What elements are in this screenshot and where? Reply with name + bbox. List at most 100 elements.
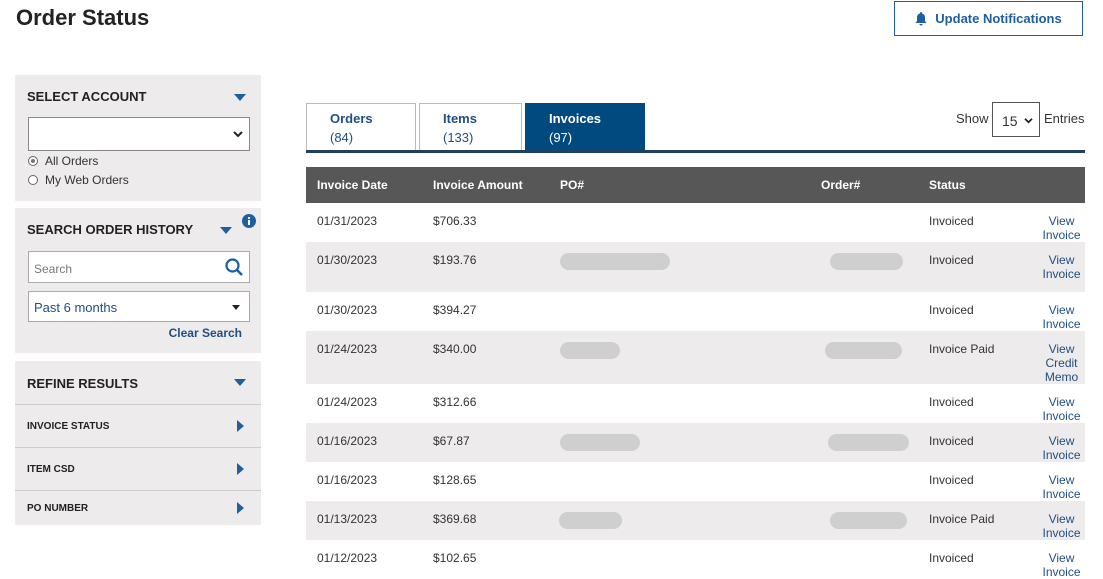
table-row: 01/31/2023 $706.33 Invoiced View Invoice (306, 203, 1085, 242)
view-link[interactable]: View Invoice (1038, 242, 1085, 292)
view-link[interactable]: View Invoice (1042, 395, 1081, 423)
invoice-amount: $394.27 (433, 303, 477, 317)
table-header: Invoice Date Invoice Amount PO# Order# S… (306, 167, 1085, 203)
radio-all-orders[interactable]: All Orders (28, 154, 98, 168)
invoice-date: 01/31/2023 (317, 214, 378, 228)
radio-label: My Web Orders (45, 173, 129, 187)
tab-label: Invoices (549, 111, 602, 126)
invoice-date: 01/24/2023 (317, 395, 378, 409)
po-number (549, 423, 810, 462)
invoice-amount: $312.66 (433, 395, 477, 409)
view-link[interactable]: View Invoice (1038, 423, 1085, 462)
invoice-status: Invoiced (918, 242, 1038, 292)
chevron-right-icon (237, 502, 244, 514)
radio-label: All Orders (45, 154, 99, 168)
table-row: 01/16/2023 $128.65 Invoiced View Invoice (306, 462, 1085, 501)
order-number (810, 331, 918, 384)
order-number (810, 540, 918, 579)
table-row: 01/24/2023 $312.66 Invoiced View Invoice (306, 384, 1085, 423)
table-row: 01/30/2023 $193.76 Invoiced View Invoice (306, 242, 1085, 292)
col-invoice-amount[interactable]: Invoice Amount (422, 167, 549, 203)
chevron-right-icon (237, 463, 244, 475)
refine-label: INVOICE STATUS (27, 420, 110, 432)
po-number (549, 292, 810, 331)
caret-down-icon (232, 305, 240, 310)
invoice-date: 01/30/2023 (306, 242, 422, 292)
entries-label: Entries (1044, 111, 1085, 126)
view-link[interactable]: View Invoice (1042, 473, 1081, 501)
invoice-amount: $67.87 (422, 423, 549, 462)
tab-orders[interactable]: Orders (84) (306, 103, 416, 152)
collapse-icon[interactable] (234, 379, 246, 386)
col-invoice-date[interactable]: Invoice Date (306, 167, 422, 203)
tab-label: Items (443, 111, 477, 126)
col-order[interactable]: Order# (810, 167, 918, 203)
chevron-down-icon (1024, 118, 1033, 124)
redacted-value (825, 342, 902, 359)
table-row: 01/12/2023 $102.65 Invoiced View Invoice (306, 540, 1085, 579)
table-row: 01/30/2023 $394.27 Invoiced View Invoice (306, 292, 1085, 331)
refine-results-title: REFINE RESULTS (27, 376, 138, 391)
invoice-amount: $128.65 (433, 473, 477, 487)
tab-label: Orders (330, 111, 373, 126)
select-account-panel: SELECT ACCOUNT All Orders My Web Orders (15, 75, 261, 201)
col-action (1038, 167, 1085, 203)
col-po[interactable]: PO# (549, 167, 810, 203)
view-link[interactable]: View Invoice (1038, 501, 1085, 540)
order-number (810, 292, 918, 331)
entries-select[interactable]: 15 (992, 102, 1040, 137)
chevron-right-icon (237, 420, 244, 432)
table-row: 01/24/2023 $340.00 Invoice Paid View Credit… (306, 331, 1085, 384)
select-account-title: SELECT ACCOUNT (27, 89, 147, 104)
view-link[interactable]: View Invoice (1042, 214, 1081, 242)
update-notifications-label: Update Notifications (935, 11, 1062, 26)
update-notifications-button[interactable]: Update Notifications (894, 1, 1083, 36)
invoice-status: Invoice Paid (918, 501, 1038, 540)
info-icon[interactable] (242, 214, 256, 228)
search-placeholder: Search (34, 262, 73, 276)
search-input[interactable]: Search (28, 251, 250, 283)
po-number (549, 242, 810, 292)
po-number (549, 203, 810, 242)
period-value: Past 6 months (34, 300, 118, 315)
view-link[interactable]: View Invoice (1042, 551, 1081, 579)
view-link[interactable]: View Credit Memo (1038, 331, 1085, 384)
order-number (810, 462, 918, 501)
invoice-amount: $102.65 (433, 551, 477, 565)
tab-invoices[interactable]: Invoices (97) (525, 103, 645, 152)
redacted-value (830, 512, 907, 529)
table-row: 01/13/2023 $369.68 Invoice Paid View Invoic… (306, 501, 1085, 540)
invoice-status: Invoiced (918, 423, 1038, 462)
search-icon[interactable] (225, 258, 243, 276)
show-label: Show (956, 111, 989, 126)
order-number (810, 242, 918, 292)
collapse-icon[interactable] (220, 227, 232, 234)
order-number (810, 203, 918, 242)
redacted-value (560, 342, 620, 359)
order-number (810, 423, 918, 462)
tab-items[interactable]: Items (133) (419, 103, 522, 152)
refine-invoice-status[interactable]: INVOICE STATUS (15, 404, 261, 447)
page-title: Order Status (16, 5, 150, 30)
invoice-date: 01/16/2023 (306, 423, 422, 462)
period-select[interactable]: Past 6 months (28, 291, 250, 322)
account-select[interactable] (28, 117, 250, 151)
radio-checked-icon (28, 156, 38, 166)
col-status[interactable]: Status (918, 167, 1038, 203)
invoice-status: Invoice Paid (918, 331, 1038, 384)
refine-item-csd[interactable]: ITEM CSD (15, 447, 261, 490)
po-number (549, 540, 810, 579)
refine-po-number[interactable]: PO NUMBER (15, 490, 261, 525)
refine-results-panel: REFINE RESULTS (15, 361, 261, 404)
invoice-date: 01/13/2023 (306, 501, 422, 540)
view-link[interactable]: View Invoice (1042, 303, 1081, 331)
search-history-title: SEARCH ORDER HISTORY (27, 222, 194, 237)
invoice-amount: $369.68 (422, 501, 549, 540)
clear-search-link[interactable]: Clear Search (168, 326, 242, 340)
invoice-amount: $706.33 (433, 214, 477, 228)
radio-my-web-orders[interactable]: My Web Orders (28, 173, 129, 187)
refine-label: PO NUMBER (27, 502, 89, 514)
collapse-icon[interactable] (234, 94, 246, 101)
redacted-value (560, 434, 640, 451)
invoice-status: Invoiced (929, 303, 974, 317)
